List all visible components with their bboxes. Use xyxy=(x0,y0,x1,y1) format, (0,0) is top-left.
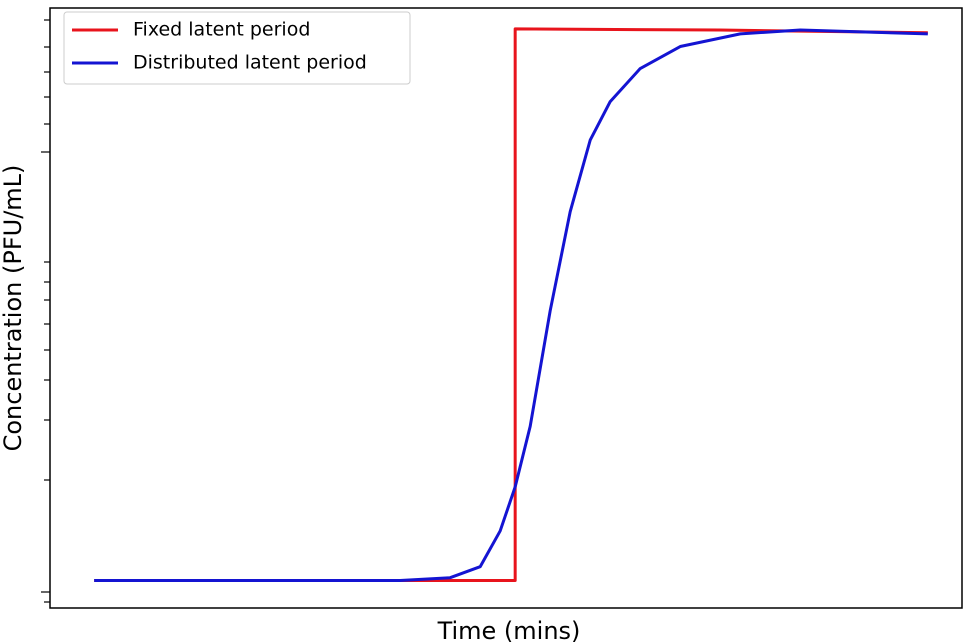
data-line xyxy=(94,28,928,582)
plot-frame xyxy=(49,7,963,609)
legend-label: Distributed latent period xyxy=(133,52,367,74)
y-axis-label: Concentration (PFU/mL) xyxy=(0,165,27,452)
x-axis-label: Time (mins) xyxy=(437,617,581,644)
y-axis-ticks xyxy=(41,19,50,603)
legend-label: Fixed latent period xyxy=(133,19,310,41)
legend-box xyxy=(63,11,411,85)
